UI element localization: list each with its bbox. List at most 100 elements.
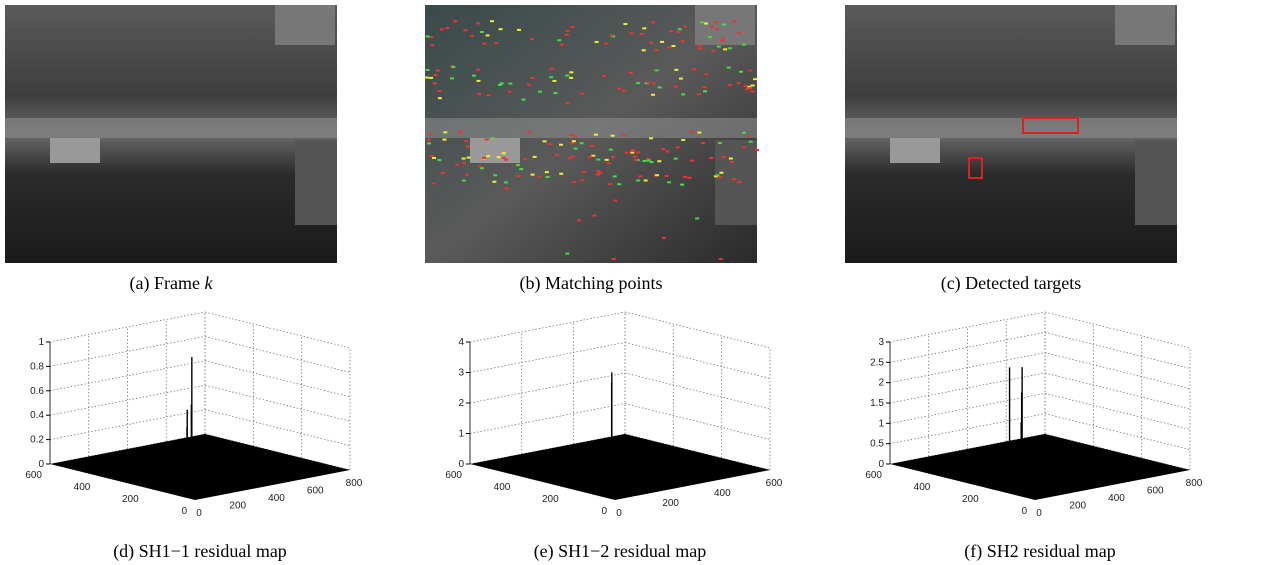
match-point xyxy=(531,174,535,176)
match-point xyxy=(477,80,481,82)
grid-line xyxy=(625,343,770,379)
match-point xyxy=(744,85,748,87)
match-point xyxy=(697,93,701,95)
match-point xyxy=(465,174,469,176)
match-point xyxy=(476,22,480,24)
shed xyxy=(890,138,940,163)
x-tick-label: 0 xyxy=(1036,508,1042,519)
match-point xyxy=(649,42,653,44)
match-point xyxy=(462,158,466,160)
match-point xyxy=(702,86,706,88)
match-point xyxy=(714,21,718,23)
match-point xyxy=(430,155,434,157)
y-tick-label: 200 xyxy=(542,494,559,505)
match-point xyxy=(704,23,708,25)
match-point xyxy=(565,34,569,36)
match-point xyxy=(737,32,741,34)
match-point xyxy=(434,74,438,76)
match-point xyxy=(442,139,446,141)
match-point xyxy=(721,156,725,158)
match-point xyxy=(640,33,644,35)
match-point xyxy=(690,130,694,132)
match-point xyxy=(680,184,684,186)
match-point xyxy=(463,29,467,31)
match-point xyxy=(652,82,656,84)
match-point xyxy=(715,28,719,30)
photo xyxy=(425,5,759,263)
match-point xyxy=(502,152,506,154)
caption: (c) Detected targets xyxy=(941,273,1082,294)
grid-line xyxy=(50,410,205,440)
match-point xyxy=(467,157,471,159)
match-point xyxy=(517,175,521,177)
match-point xyxy=(697,44,701,46)
match-point xyxy=(538,91,542,93)
z-tick-label: 0 xyxy=(878,459,884,470)
match-point xyxy=(662,237,666,239)
z-tick-label: 0 xyxy=(38,459,44,470)
match-point xyxy=(565,253,569,255)
y-tick-label: 400 xyxy=(494,482,511,493)
match-point xyxy=(458,131,462,133)
match-point xyxy=(505,187,509,189)
wall xyxy=(845,118,1177,138)
match-point xyxy=(425,77,429,79)
match-point xyxy=(453,20,457,22)
match-point xyxy=(580,93,584,95)
match-point xyxy=(438,97,442,99)
match-point xyxy=(590,145,594,147)
match-point xyxy=(527,131,531,133)
match-point xyxy=(516,164,520,166)
match-point xyxy=(751,90,755,92)
match-point xyxy=(643,160,647,162)
match-point xyxy=(462,162,466,164)
match-point xyxy=(674,69,678,71)
match-point xyxy=(647,159,651,161)
match-point xyxy=(486,155,490,157)
match-point xyxy=(432,157,436,159)
caption: (a) Frame k xyxy=(130,273,214,294)
match-point xyxy=(667,181,671,183)
match-point xyxy=(651,94,655,96)
z-tick-label: 1.5 xyxy=(870,398,884,409)
match-point xyxy=(748,87,752,89)
match-point xyxy=(491,137,495,139)
container xyxy=(295,140,337,225)
match-point xyxy=(655,174,659,176)
y-tick-label: 200 xyxy=(122,494,139,505)
match-point xyxy=(485,138,489,140)
match-point xyxy=(665,150,669,152)
match-point xyxy=(674,158,678,160)
y-tick-label: 600 xyxy=(445,470,462,481)
match-point xyxy=(443,131,447,133)
match-point xyxy=(605,159,609,161)
match-point xyxy=(701,142,705,144)
match-point xyxy=(462,180,466,182)
match-point xyxy=(630,152,634,154)
match-point xyxy=(636,82,640,84)
match-point xyxy=(559,173,563,175)
match-point xyxy=(721,37,725,39)
match-point xyxy=(737,82,741,84)
caption-text: (b) Matching points xyxy=(520,273,663,294)
residual-plot: 0123402004006000200400600(e) SH1−2 resid… xyxy=(445,312,782,562)
match-point xyxy=(657,160,661,162)
match-point xyxy=(543,140,547,142)
match-point xyxy=(537,175,541,177)
match-point xyxy=(441,172,445,174)
shed xyxy=(470,138,520,163)
match-point xyxy=(450,77,454,79)
z-tick-label: 4 xyxy=(458,337,464,348)
match-point xyxy=(729,158,733,160)
match-point xyxy=(464,140,468,142)
z-tick-label: 3 xyxy=(458,368,464,379)
match-point xyxy=(553,92,557,94)
match-point xyxy=(428,133,432,135)
match-point xyxy=(427,142,431,144)
match-point xyxy=(552,80,556,82)
match-point xyxy=(732,178,736,180)
x-tick-label: 400 xyxy=(714,488,731,499)
match-point xyxy=(504,181,508,183)
match-point xyxy=(622,134,626,136)
match-point xyxy=(478,165,482,167)
